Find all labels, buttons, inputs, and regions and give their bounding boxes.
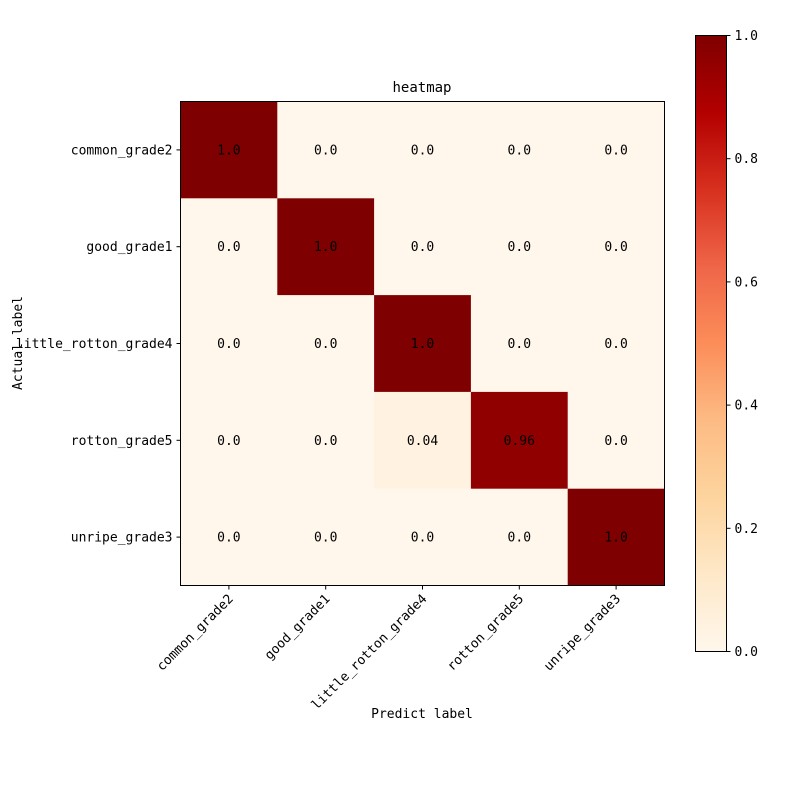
colorbar-tick-label: 0.2 xyxy=(735,522,758,537)
heatmap-cell xyxy=(567,488,665,586)
cell-value-label: 0.0 xyxy=(508,531,531,546)
heatmap-cell xyxy=(277,198,375,296)
cell-value-label: 0.0 xyxy=(217,337,240,352)
cell-value-label: 0.0 xyxy=(604,434,627,449)
cell-value-label: 0.0 xyxy=(411,143,434,158)
cell-value-label: 0.0 xyxy=(314,143,337,158)
heatmap-cell xyxy=(567,295,665,393)
heatmap-cell xyxy=(567,101,665,199)
cell-value-label: 1.0 xyxy=(217,143,240,158)
colorbar-tick-label: 0.8 xyxy=(735,152,758,167)
cell-value-label: 1.0 xyxy=(314,240,337,255)
heatmap-cell xyxy=(374,295,472,393)
heatmap-cell xyxy=(470,488,569,586)
cell-value-label: 0.0 xyxy=(604,240,627,255)
heatmap-cell xyxy=(374,101,472,199)
heatmap-cell xyxy=(470,101,569,199)
heatmap-cell xyxy=(180,488,278,586)
heatmap-cell xyxy=(374,488,472,586)
cell-value-label: 1.0 xyxy=(604,531,627,546)
heatmap-cell xyxy=(180,198,278,296)
y-tick-label: little_rotton_grade4 xyxy=(16,337,173,352)
y-tick-label: unripe_grade3 xyxy=(71,531,173,546)
heatmap-cell xyxy=(470,391,569,490)
heatmap-cell xyxy=(180,295,278,393)
cell-value-label: 0.0 xyxy=(314,337,337,352)
heatmap-cells xyxy=(180,101,665,586)
cell-value-label: 0.0 xyxy=(508,143,531,158)
cell-value-label: 0.0 xyxy=(411,240,434,255)
heatmap-cell xyxy=(277,391,375,490)
heatmap-cell-labels: 1.0 0.0 0.0 0.0 0.0 0.0 1.0 0.0 0.0 0.0 0.0 0.0 1.0 0… xyxy=(217,143,628,545)
x-tick-label: little_rotton_grade4 xyxy=(309,592,430,713)
cell-value-label: 0.04 xyxy=(407,434,438,449)
cell-value-label: 1.0 xyxy=(411,337,434,352)
y-tick-label: rotton_grade5 xyxy=(71,434,173,449)
cell-value-label: 0.0 xyxy=(508,240,531,255)
y-axis-title: Actual label xyxy=(11,296,26,390)
cell-value-label: 0.0 xyxy=(508,337,531,352)
y-tick-label: good_grade1 xyxy=(86,240,172,255)
x-tick-label: common_grade2 xyxy=(154,592,237,675)
cell-value-label: 0.0 xyxy=(604,337,627,352)
cell-value-label: 0.0 xyxy=(217,531,240,546)
heatmap-cell xyxy=(567,198,665,296)
y-tick-label: common_grade2 xyxy=(71,143,173,158)
heatmap-cell xyxy=(180,391,278,490)
colorbar-tick-label: 0.6 xyxy=(735,275,758,290)
heatmap-cell xyxy=(470,198,569,296)
y-axis-ticks: common_grade2 good_grade1 little_rotton_gr… xyxy=(16,143,181,546)
x-tick-label: unripe_grade3 xyxy=(541,592,624,675)
cell-value-label: 0.0 xyxy=(411,531,434,546)
heatmap-cell xyxy=(374,198,472,296)
colorbar-tick-label: 1.0 xyxy=(735,29,758,44)
heatmap-cell xyxy=(567,391,665,490)
heatmap-cell xyxy=(470,295,569,393)
x-axis-ticks: common_grade2 good_grade1little_rotton_gr… xyxy=(154,585,624,713)
colorbar-ticks: 0.0 0.2 0.4 0.6 0.8 1.0 xyxy=(726,29,759,660)
cell-value-label: 0.96 xyxy=(504,434,535,449)
heatmap-cell xyxy=(277,488,375,586)
x-tick-label: good_grade1 xyxy=(262,592,333,663)
heatmap-cell xyxy=(277,295,375,393)
heatmap-cell xyxy=(277,101,375,199)
cell-value-label: 0.0 xyxy=(314,531,337,546)
colorbar-tick-label: 0.4 xyxy=(735,399,759,414)
cell-value-label: 0.0 xyxy=(217,240,240,255)
x-axis-title: Predict label xyxy=(371,707,473,722)
cell-value-label: 0.0 xyxy=(314,434,337,449)
colorbar xyxy=(695,35,727,652)
x-tick-label: rotton_grade5 xyxy=(445,592,528,675)
colorbar-tick-label: 0.0 xyxy=(735,645,758,660)
heatmap-cell xyxy=(180,101,278,199)
cell-value-label: 0.0 xyxy=(217,434,240,449)
heatmap-cell xyxy=(374,391,472,490)
chart-title: heatmap xyxy=(392,80,451,96)
cell-value-label: 0.0 xyxy=(604,143,627,158)
